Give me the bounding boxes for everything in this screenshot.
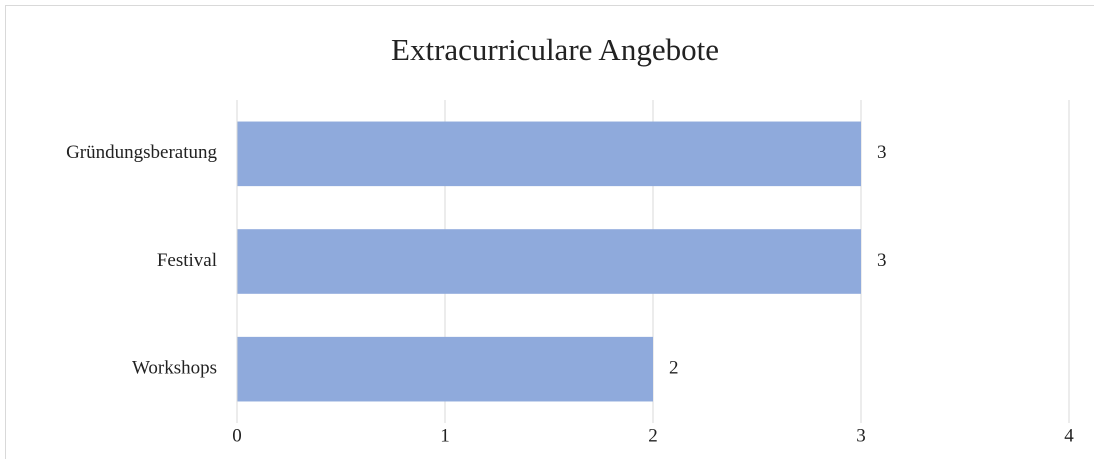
x-tick-label: 0 — [232, 425, 242, 446]
chart-title: Extracurriculare Angebote — [391, 32, 719, 67]
chart-border — [5, 5, 1094, 459]
x-tick-label: 1 — [440, 425, 450, 446]
y-tick-label: Workshops — [132, 358, 217, 379]
bar — [237, 229, 861, 294]
bar — [237, 336, 653, 402]
y-tick-label: Gründungsberatung — [66, 142, 217, 163]
data-label: 3 — [877, 142, 887, 163]
data-label: 3 — [877, 250, 887, 271]
x-tick-label: 3 — [856, 425, 866, 446]
x-tick-label: 2 — [648, 425, 658, 446]
y-tick-label: Festival — [157, 250, 217, 271]
bar — [237, 121, 861, 187]
data-label: 2 — [669, 358, 679, 379]
x-tick-label: 4 — [1064, 425, 1074, 446]
